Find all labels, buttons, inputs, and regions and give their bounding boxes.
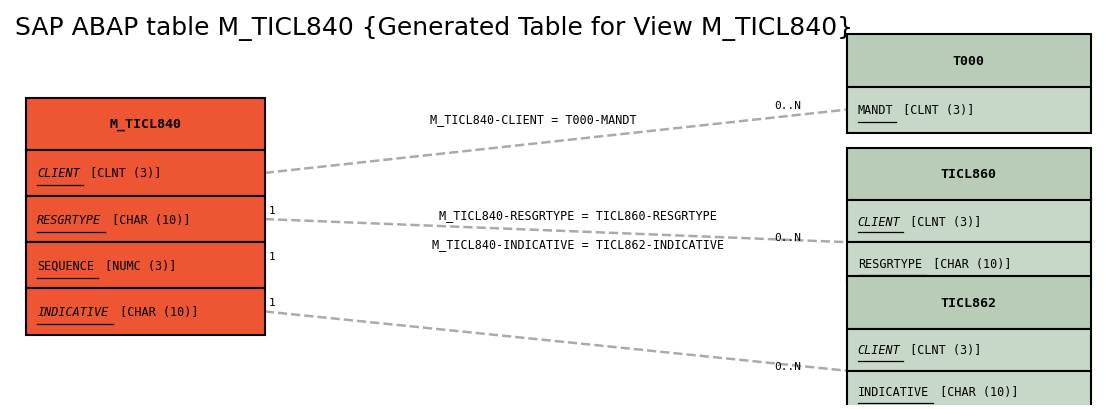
Text: 0..N: 0..N (775, 361, 802, 371)
Text: 1: 1 (269, 206, 276, 216)
Text: CLIENT: CLIENT (858, 343, 900, 356)
Text: M_TICL840: M_TICL840 (109, 118, 182, 131)
Text: INDICATIVE: INDICATIVE (38, 305, 108, 318)
Text: [CHAR (10)]: [CHAR (10)] (105, 213, 191, 226)
Text: SAP ABAP table M_TICL840 {Generated Table for View M_TICL840}: SAP ABAP table M_TICL840 {Generated Tabl… (16, 16, 853, 41)
Bar (847, 35, 1090, 87)
Text: [CHAR (10)]: [CHAR (10)] (933, 385, 1019, 398)
Text: INDICATIVE: INDICATIVE (858, 385, 929, 398)
Text: M_TICL840-CLIENT = T000-MANDT: M_TICL840-CLIENT = T000-MANDT (430, 113, 637, 126)
Bar (847, 329, 1090, 371)
Text: SEQUENCE: SEQUENCE (38, 259, 95, 272)
Bar (847, 371, 1090, 409)
Bar (27, 243, 265, 289)
Text: [CHAR (10)]: [CHAR (10)] (926, 257, 1011, 270)
Bar (27, 289, 265, 335)
Text: TICL860: TICL860 (941, 168, 996, 181)
Text: 1: 1 (269, 252, 276, 262)
Text: [CLNT (3)]: [CLNT (3)] (903, 343, 982, 356)
Text: MANDT: MANDT (858, 104, 894, 117)
Text: [CHAR (10)]: [CHAR (10)] (113, 305, 199, 318)
Text: CLIENT: CLIENT (858, 215, 900, 228)
Text: [NUMC (3)]: [NUMC (3)] (98, 259, 176, 272)
Text: 0..N: 0..N (775, 101, 802, 110)
Text: [CLNT (3)]: [CLNT (3)] (896, 104, 974, 117)
Text: 0..N: 0..N (775, 233, 802, 243)
Text: M_TICL840-INDICATIVE = TICL862-INDICATIVE: M_TICL840-INDICATIVE = TICL862-INDICATIV… (432, 237, 724, 250)
Text: RESGRTYPE: RESGRTYPE (858, 257, 922, 270)
Text: TICL862: TICL862 (941, 296, 996, 309)
Bar (27, 98, 265, 151)
Bar (27, 196, 265, 243)
Bar (847, 148, 1090, 200)
Bar (847, 243, 1090, 285)
Text: [CLNT (3)]: [CLNT (3)] (903, 215, 982, 228)
Text: M_TICL840-RESGRTYPE = TICL860-RESGRTYPE: M_TICL840-RESGRTYPE = TICL860-RESGRTYPE (439, 208, 717, 221)
Bar (27, 151, 265, 196)
Text: CLIENT: CLIENT (38, 167, 80, 180)
Text: 1: 1 (269, 298, 276, 308)
Text: T000: T000 (953, 55, 985, 68)
Bar (847, 276, 1090, 329)
Bar (847, 87, 1090, 133)
Text: [CLNT (3)]: [CLNT (3)] (83, 167, 161, 180)
Bar (847, 200, 1090, 243)
Text: RESGRTYPE: RESGRTYPE (38, 213, 102, 226)
